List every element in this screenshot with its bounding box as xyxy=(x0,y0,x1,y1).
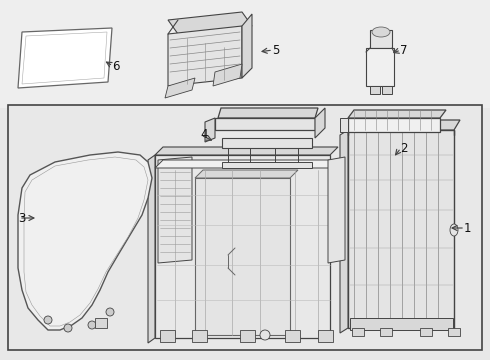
Bar xyxy=(240,330,255,342)
Polygon shape xyxy=(18,152,152,330)
Text: 2: 2 xyxy=(400,141,408,154)
Text: 1: 1 xyxy=(464,221,471,234)
Bar xyxy=(382,86,392,94)
Polygon shape xyxy=(350,318,453,330)
Bar xyxy=(285,330,300,342)
Ellipse shape xyxy=(44,316,52,324)
Ellipse shape xyxy=(260,330,270,340)
Bar xyxy=(192,330,207,342)
Bar xyxy=(340,118,348,132)
Bar xyxy=(352,328,364,336)
Bar xyxy=(420,328,432,336)
Polygon shape xyxy=(213,64,242,86)
Bar xyxy=(380,328,392,336)
Polygon shape xyxy=(155,160,338,168)
Text: 3: 3 xyxy=(18,211,25,225)
Text: 4: 4 xyxy=(200,129,207,141)
Polygon shape xyxy=(315,108,325,138)
Polygon shape xyxy=(328,157,345,263)
Ellipse shape xyxy=(450,224,458,236)
Bar xyxy=(160,330,175,342)
Bar xyxy=(95,318,107,328)
Text: 7: 7 xyxy=(400,44,408,57)
Polygon shape xyxy=(222,138,312,148)
Text: 6: 6 xyxy=(112,59,120,72)
Polygon shape xyxy=(218,108,318,118)
Text: 5: 5 xyxy=(272,44,279,57)
Polygon shape xyxy=(205,118,215,142)
Ellipse shape xyxy=(64,324,72,332)
Polygon shape xyxy=(348,130,454,328)
Ellipse shape xyxy=(88,321,96,329)
Bar xyxy=(318,330,333,342)
Polygon shape xyxy=(168,26,242,86)
Polygon shape xyxy=(340,130,348,333)
Bar xyxy=(366,48,394,86)
Polygon shape xyxy=(348,118,440,132)
Polygon shape xyxy=(195,178,290,335)
Polygon shape xyxy=(18,28,112,88)
Polygon shape xyxy=(242,14,252,78)
Bar xyxy=(8,105,482,350)
Polygon shape xyxy=(158,157,192,263)
Polygon shape xyxy=(348,120,460,130)
Polygon shape xyxy=(215,118,315,130)
Polygon shape xyxy=(165,78,195,98)
Polygon shape xyxy=(168,12,252,34)
Polygon shape xyxy=(348,110,446,118)
Ellipse shape xyxy=(106,308,114,316)
Polygon shape xyxy=(222,162,312,168)
Polygon shape xyxy=(155,147,338,155)
Bar xyxy=(448,328,460,336)
Polygon shape xyxy=(195,170,298,178)
Polygon shape xyxy=(148,155,155,343)
Ellipse shape xyxy=(372,27,390,37)
Bar xyxy=(0,0,490,108)
Bar xyxy=(370,30,392,48)
Bar xyxy=(370,86,380,94)
Polygon shape xyxy=(155,155,330,338)
